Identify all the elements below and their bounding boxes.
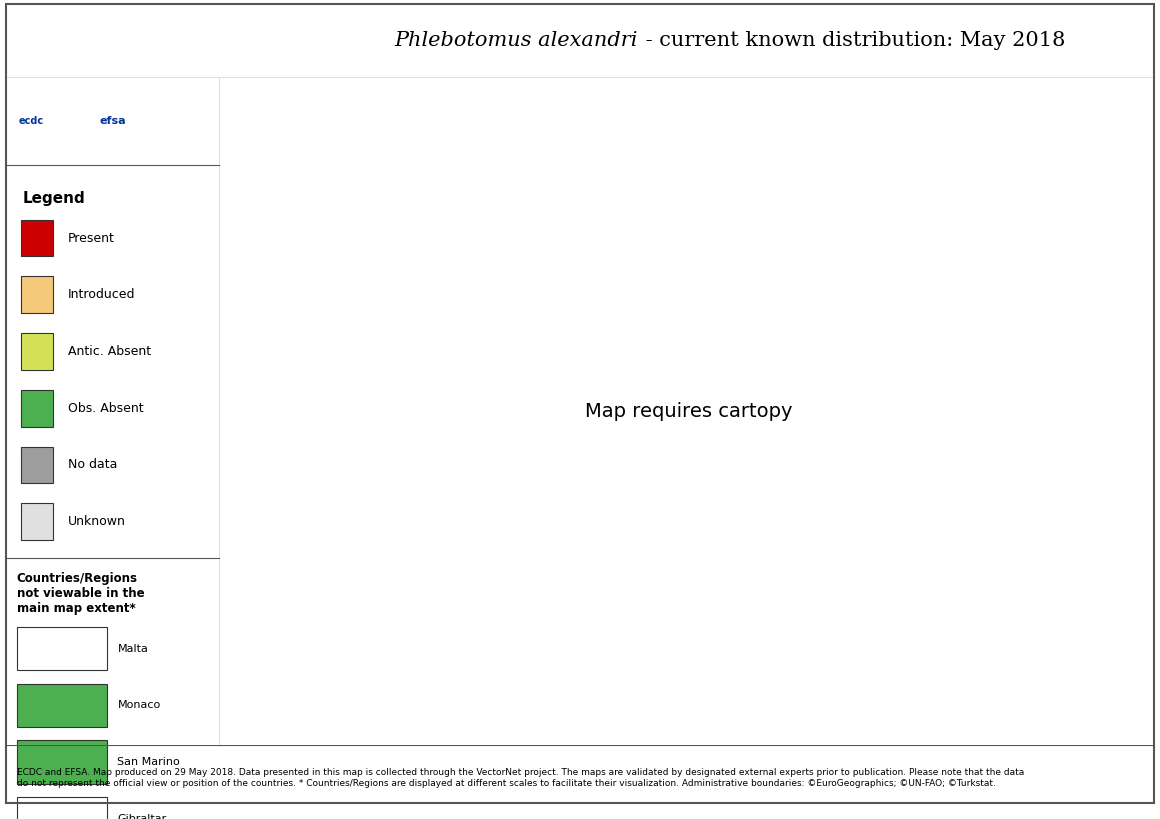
FancyBboxPatch shape (21, 504, 53, 540)
FancyBboxPatch shape (16, 740, 107, 784)
Text: Legend: Legend (23, 192, 86, 206)
Text: San Marino: San Marino (117, 757, 180, 767)
Text: Malta: Malta (117, 644, 148, 654)
FancyBboxPatch shape (21, 390, 53, 427)
Text: - current known distribution: May 2018: - current known distribution: May 2018 (638, 31, 1065, 51)
Text: Unknown: Unknown (68, 515, 126, 528)
FancyBboxPatch shape (21, 219, 53, 256)
Text: Monaco: Monaco (117, 700, 160, 710)
Text: efsa: efsa (100, 116, 126, 126)
Text: Countries/Regions
not viewable in the
main map extent*: Countries/Regions not viewable in the ma… (16, 572, 144, 615)
Text: Antic. Absent: Antic. Absent (68, 345, 151, 358)
FancyBboxPatch shape (21, 446, 53, 483)
Text: Obs. Absent: Obs. Absent (68, 401, 144, 414)
Text: ecdc: ecdc (19, 116, 44, 126)
FancyBboxPatch shape (16, 797, 107, 819)
Text: ECDC and EFSA. Map produced on 29 May 2018. Data presented in this map is collec: ECDC and EFSA. Map produced on 29 May 20… (17, 768, 1024, 788)
Text: Map requires cartopy: Map requires cartopy (585, 402, 792, 421)
FancyBboxPatch shape (16, 627, 107, 670)
Text: Present: Present (68, 232, 115, 245)
Text: Introduced: Introduced (68, 288, 136, 301)
FancyBboxPatch shape (21, 333, 53, 370)
Text: No data: No data (68, 459, 117, 472)
FancyBboxPatch shape (16, 684, 107, 727)
FancyBboxPatch shape (21, 276, 53, 313)
Text: Phlebotomus alexandri: Phlebotomus alexandri (394, 31, 638, 51)
Text: Gibraltar: Gibraltar (117, 814, 167, 819)
